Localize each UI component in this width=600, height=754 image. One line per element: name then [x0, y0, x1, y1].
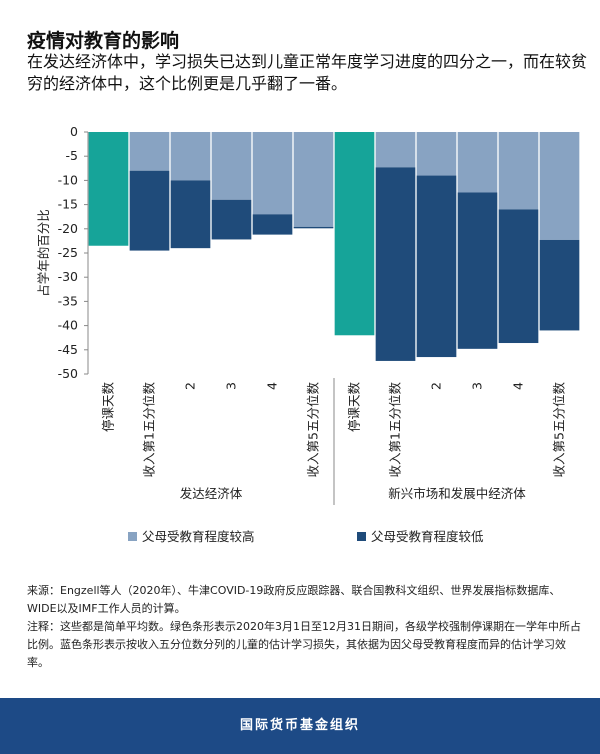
legend-label: 父母受教育程度较低: [371, 529, 484, 544]
bar: [88, 132, 129, 246]
legend-swatch: [128, 532, 137, 541]
y-tick-label: -50: [58, 366, 78, 381]
bar-segment: [170, 132, 211, 181]
x-tick-label: 2: [183, 382, 198, 390]
footer: 国际货币基金组织: [0, 698, 600, 754]
bar-segment: [293, 132, 334, 227]
y-tick-label: -5: [66, 148, 78, 163]
bar: [334, 132, 375, 336]
bar-segment: [457, 132, 498, 193]
notes: 来源：Engzell等人（2020年）、牛津COVID-19政府反应跟踪器、联合…: [27, 582, 582, 672]
subtitle: 在发达经济体中，学习损失已达到儿童正常年度学习进度的四分之一，而在较贫穷的经济体…: [27, 52, 588, 93]
x-tick-label: 3: [224, 382, 239, 390]
x-tick-label: 收入第1五分位数: [142, 382, 157, 478]
y-tick-label: -10: [58, 172, 78, 187]
x-tick-label: 3: [470, 382, 485, 390]
note: 注释：这些都是简单平均数。绿色条形表示2020年3月1日至12月31日期间，各级…: [27, 620, 581, 669]
y-tick-label: -30: [58, 269, 78, 284]
bar-segment: [129, 170, 170, 251]
y-axis-label: 占学年的百分比: [36, 209, 51, 297]
bar-segment: [129, 132, 170, 171]
y-tick-label: -20: [58, 221, 78, 236]
bar-segment: [375, 167, 416, 361]
y-tick-label: -45: [58, 342, 78, 357]
x-tick-label: 停课天数: [101, 382, 116, 433]
bar-segment: [416, 175, 457, 358]
x-tick-label: 收入第5五分位数: [306, 382, 321, 478]
x-tick-label: 收入第5五分位数: [552, 382, 567, 478]
legend-swatch: [357, 532, 366, 541]
bar-segment: [252, 132, 293, 215]
x-tick-label: 4: [511, 382, 526, 390]
group-label: 发达经济体: [180, 486, 243, 501]
bar-segment: [293, 226, 334, 229]
bar-segment: [539, 239, 580, 331]
bar-segment: [498, 132, 539, 210]
bar-segment: [211, 132, 252, 200]
title: 疫情对教育的影响: [27, 30, 180, 52]
y-tick-label: -25: [58, 245, 78, 260]
legend-label: 父母受教育程度较高: [142, 529, 255, 544]
y-tick-label: 0: [70, 124, 78, 139]
bar-segment: [375, 132, 416, 168]
bar-segment: [457, 192, 498, 349]
source: 来源：Engzell等人（2020年）、牛津COVID-19政府反应跟踪器、联合…: [27, 584, 561, 615]
group-label: 新兴市场和发展中经济体: [388, 486, 526, 501]
y-tick-label: -35: [58, 293, 78, 308]
bar-segment: [170, 180, 211, 249]
y-tick-label: -15: [58, 197, 78, 212]
x-tick-label: 停课天数: [347, 382, 362, 433]
bar-segment: [252, 214, 293, 235]
x-tick-label: 2: [429, 382, 444, 390]
x-tick-label: 4: [265, 382, 280, 390]
bar-segment: [211, 199, 252, 240]
bar-segment: [539, 132, 580, 240]
bar-segment: [416, 132, 457, 176]
x-tick-label: 收入第1五分位数: [388, 382, 403, 478]
bar-segment: [498, 209, 539, 344]
chart: 0 -5 -10 -15 -20 -25 -30 -35 -40 -45 -50 占学年的百分比停课天…: [36, 124, 580, 544]
y-tick-label: -40: [58, 318, 78, 333]
